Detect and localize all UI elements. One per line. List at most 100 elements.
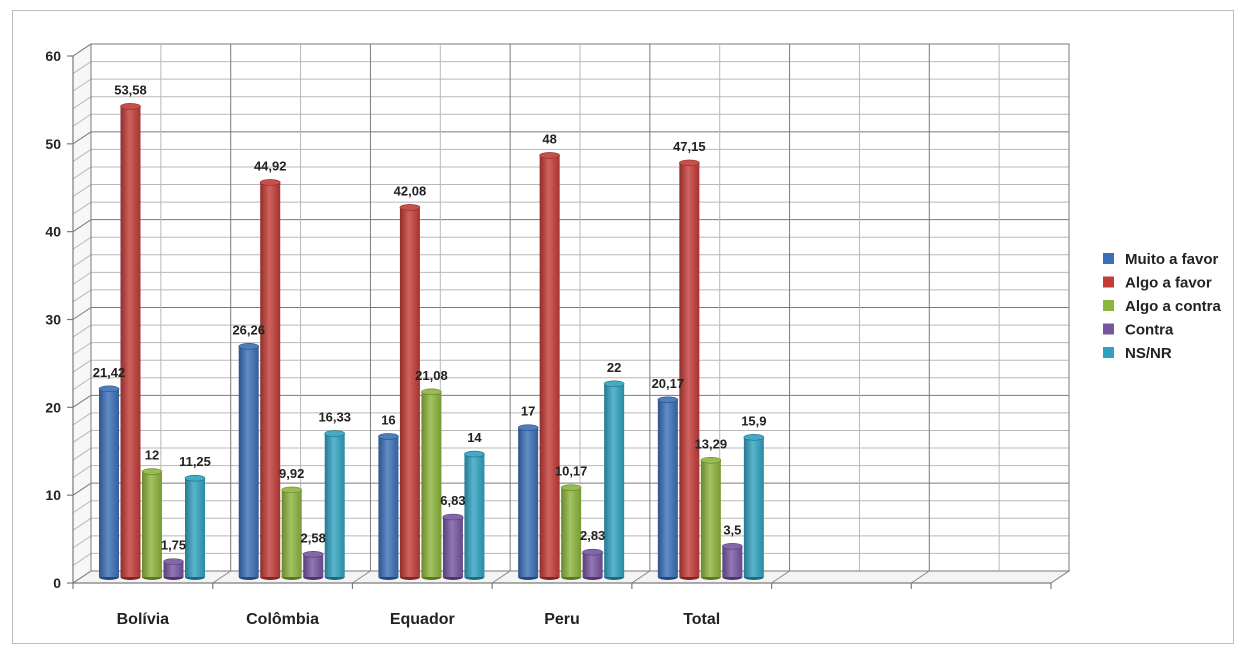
data-label: 16,33 <box>318 410 351 425</box>
data-label: 48 <box>542 131 556 146</box>
axes <box>67 55 1052 589</box>
bar <box>378 433 399 580</box>
legend-item: Algo a contra <box>1103 298 1222 315</box>
gridline-side <box>72 394 92 408</box>
data-label: 22 <box>607 360 621 375</box>
y-tick-label: 0 <box>53 575 61 591</box>
bar <box>98 385 120 580</box>
data-label: 20,17 <box>652 376 685 391</box>
category-label: Bolívia <box>117 611 170 628</box>
legend-swatch <box>1103 276 1114 288</box>
data-label: 26,26 <box>232 322 265 337</box>
gridline-side <box>72 377 92 391</box>
legend-label: NS/NR <box>1125 345 1172 362</box>
category-label: Peru <box>544 611 580 628</box>
gridline-side <box>72 271 92 285</box>
gridline-side <box>72 166 92 180</box>
gridline-side <box>72 96 92 110</box>
bar <box>517 424 539 580</box>
bar <box>324 430 346 580</box>
data-label: 2,83 <box>580 528 605 543</box>
bar <box>302 551 324 580</box>
bar <box>259 179 281 580</box>
gridline-floor <box>1050 570 1070 584</box>
y-tick-labels: 0 10 20 30 40 50 60 <box>45 48 61 591</box>
gridline-side <box>72 500 92 514</box>
data-label: 21,08 <box>415 368 448 383</box>
legend-swatch <box>1103 347 1114 358</box>
data-label: 10,17 <box>555 464 588 479</box>
bars <box>98 103 765 580</box>
data-label: 9,92 <box>279 466 304 481</box>
gridline-side <box>72 447 92 461</box>
data-label: 15,9 <box>741 413 766 428</box>
gridline-side <box>72 342 92 356</box>
chart-frame <box>12 10 1234 644</box>
gridline-side <box>72 517 92 531</box>
bar <box>421 388 442 580</box>
bar <box>539 152 560 580</box>
bar <box>582 548 603 580</box>
gridline-floor <box>491 570 511 584</box>
gridline-side <box>72 78 92 92</box>
bar <box>184 474 206 580</box>
gridline-side <box>72 131 92 145</box>
gridline-side <box>72 289 92 303</box>
gridline-side <box>72 148 92 162</box>
bar <box>238 343 260 580</box>
y-tick-label: 30 <box>45 312 61 328</box>
legend-item: NS/NR <box>1103 345 1172 362</box>
data-label: 11,25 <box>179 454 211 469</box>
legend-swatch <box>1103 253 1114 264</box>
gridline-side <box>72 43 92 57</box>
bar <box>163 558 184 580</box>
gridline-floor <box>631 570 651 584</box>
gridline-side <box>72 307 92 320</box>
data-label: 2,58 <box>301 530 326 545</box>
legend-label: Algo a contra <box>1125 298 1222 315</box>
data-labels: 21,42 53,58 12 1,75 11,25 26,26 44,92 9,92 2,58 1… <box>93 82 767 552</box>
data-label: 6,83 <box>440 493 465 508</box>
legend-item: Contra <box>1103 322 1174 339</box>
gridline-side <box>72 236 92 250</box>
gridline-side <box>72 201 92 215</box>
bar <box>679 159 700 580</box>
gridline-floor <box>771 570 790 584</box>
bar <box>657 396 679 580</box>
gridline-floor <box>352 570 371 584</box>
data-label: 3,5 <box>723 522 741 537</box>
data-label: 12 <box>145 448 159 463</box>
bar <box>700 456 722 580</box>
gridline-side <box>72 219 92 233</box>
category-labels: Bolívia Colômbia Equador Peru Total <box>117 611 721 628</box>
gridline-side <box>72 61 92 74</box>
data-label: 53,58 <box>114 82 147 97</box>
data-label: 47,15 <box>673 139 706 154</box>
bar <box>603 380 625 580</box>
gridline-side <box>72 412 92 426</box>
data-label: 1,75 <box>161 538 186 553</box>
data-label: 16 <box>381 412 395 427</box>
y-tick-label: 10 <box>45 487 61 503</box>
bar <box>399 204 421 580</box>
category-label: Total <box>683 611 720 628</box>
gridline-floor <box>911 570 930 584</box>
legend-label: Muito a favor <box>1125 251 1219 268</box>
gridline-floor <box>72 570 92 584</box>
bar <box>722 542 743 580</box>
gridline-side <box>72 324 92 338</box>
y-tick-label: 40 <box>45 224 61 240</box>
y-tick-label: 60 <box>45 48 61 64</box>
bar <box>743 434 765 580</box>
gridline-side <box>72 359 92 373</box>
data-label: 42,08 <box>394 183 427 198</box>
y-tick-label: 20 <box>45 399 61 415</box>
gridline-side <box>72 113 92 127</box>
gridline-floor <box>212 570 231 584</box>
legend-label: Algo a favor <box>1125 275 1212 292</box>
data-label: 14 <box>467 430 482 445</box>
category-label: Colômbia <box>246 611 319 628</box>
gridline-side <box>72 482 92 496</box>
legend: Muito a favor Algo a favor Algo a contra Co… <box>1103 251 1222 362</box>
